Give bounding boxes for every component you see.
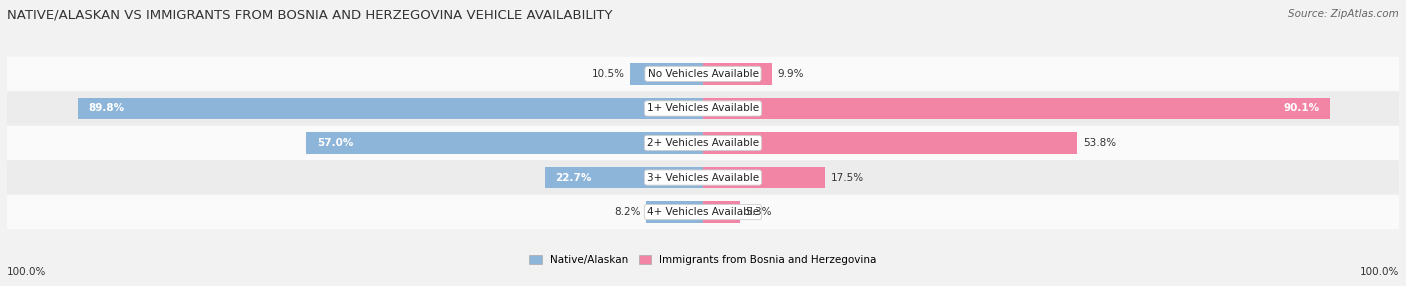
Text: 2+ Vehicles Available: 2+ Vehicles Available <box>647 138 759 148</box>
Bar <box>645 201 703 223</box>
Text: 4+ Vehicles Available: 4+ Vehicles Available <box>647 207 759 217</box>
Text: 1+ Vehicles Available: 1+ Vehicles Available <box>647 104 759 114</box>
Text: NATIVE/ALASKAN VS IMMIGRANTS FROM BOSNIA AND HERZEGOVINA VEHICLE AVAILABILITY: NATIVE/ALASKAN VS IMMIGRANTS FROM BOSNIA… <box>7 9 613 21</box>
Text: 100.0%: 100.0% <box>1360 267 1399 277</box>
Text: 8.2%: 8.2% <box>614 207 640 217</box>
Bar <box>307 132 703 154</box>
FancyBboxPatch shape <box>7 91 1399 126</box>
Text: 10.5%: 10.5% <box>592 69 624 79</box>
Text: No Vehicles Available: No Vehicles Available <box>648 69 758 79</box>
Bar <box>703 98 1330 119</box>
FancyBboxPatch shape <box>7 57 1399 91</box>
Bar <box>546 167 703 188</box>
Bar <box>703 63 772 85</box>
Text: 89.8%: 89.8% <box>89 104 125 114</box>
Text: 3+ Vehicles Available: 3+ Vehicles Available <box>647 172 759 182</box>
Text: 100.0%: 100.0% <box>7 267 46 277</box>
FancyBboxPatch shape <box>7 126 1399 160</box>
Text: 22.7%: 22.7% <box>555 172 592 182</box>
FancyBboxPatch shape <box>7 160 1399 195</box>
Legend: Native/Alaskan, Immigrants from Bosnia and Herzegovina: Native/Alaskan, Immigrants from Bosnia a… <box>524 251 882 270</box>
Text: 57.0%: 57.0% <box>316 138 353 148</box>
Bar <box>703 201 740 223</box>
Bar <box>77 98 703 119</box>
Text: 5.3%: 5.3% <box>745 207 772 217</box>
Text: 90.1%: 90.1% <box>1284 104 1320 114</box>
Bar <box>703 167 825 188</box>
Text: 17.5%: 17.5% <box>831 172 863 182</box>
FancyBboxPatch shape <box>7 195 1399 229</box>
Text: 53.8%: 53.8% <box>1083 138 1116 148</box>
Text: Source: ZipAtlas.com: Source: ZipAtlas.com <box>1288 9 1399 19</box>
Text: 9.9%: 9.9% <box>778 69 804 79</box>
Bar <box>703 132 1077 154</box>
Bar <box>630 63 703 85</box>
